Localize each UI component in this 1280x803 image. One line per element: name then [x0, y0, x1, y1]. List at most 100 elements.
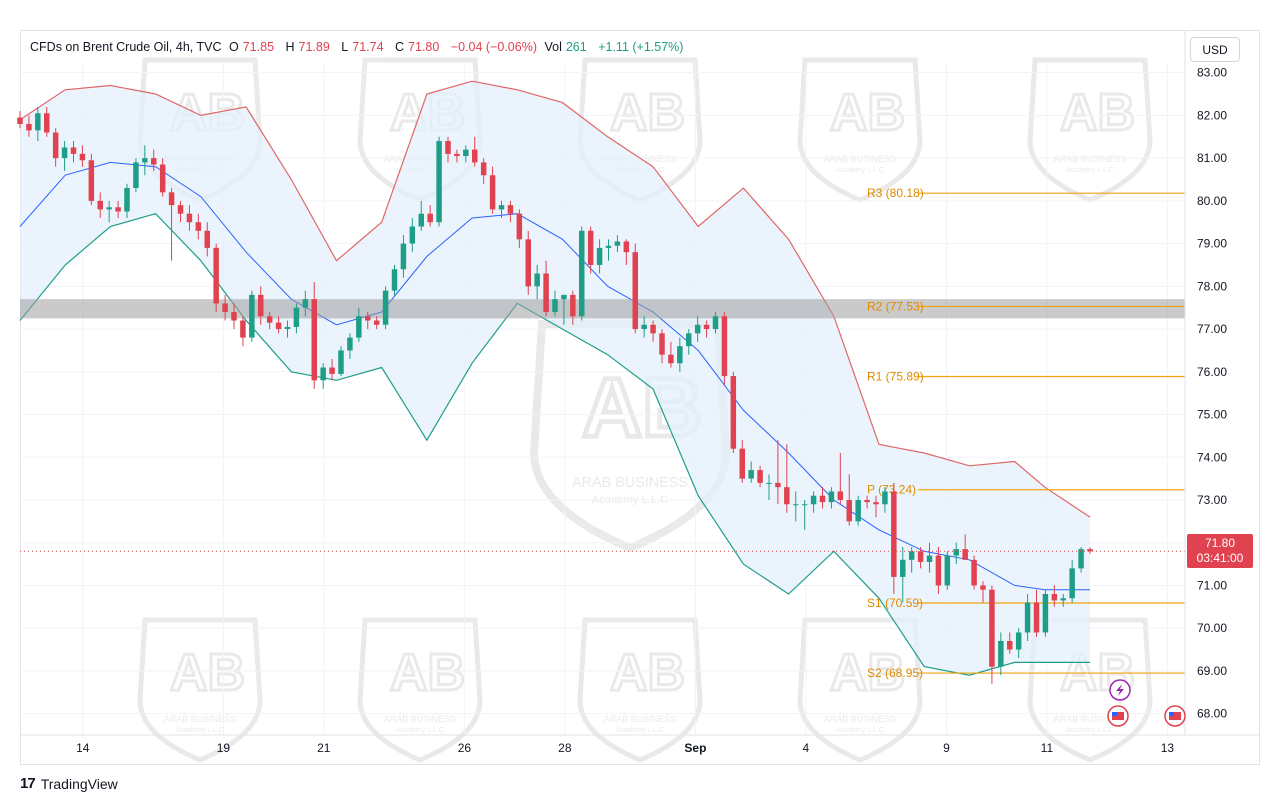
candle	[400, 235, 407, 278]
candle-body	[739, 448, 745, 479]
candle-body	[1024, 602, 1031, 633]
currency-button[interactable]: USD	[1190, 37, 1240, 62]
candle-body	[748, 470, 754, 479]
candle-body	[516, 213, 523, 240]
candle	[819, 487, 826, 509]
y-tick-label: 83.00	[1197, 66, 1227, 80]
candle-body	[1015, 632, 1022, 650]
price-chart[interactable]: AB ARAB BUSINESS Academy L.L.C AB ARAB BUSIN…	[0, 0, 1280, 770]
watermark-title: ARAB BUSINESS	[164, 714, 237, 724]
candle	[159, 158, 166, 197]
symbol-label[interactable]: CFDs on Brent Crude Oil, 4h, TVC	[30, 40, 222, 54]
candle-body	[605, 245, 612, 248]
watermark-subtitle: Academy L.L.C	[1066, 167, 1114, 174]
brand-name: TradingView	[40, 775, 118, 792]
candle-body	[801, 504, 808, 506]
candle	[579, 226, 585, 321]
candle-body	[266, 316, 273, 323]
watermark-shield-outline	[357, 617, 483, 763]
low-label: L	[341, 40, 349, 54]
candle-body	[106, 207, 112, 210]
watermark-shield-icon: AB ARAB BUSINESS Academy L.L.C	[137, 617, 263, 763]
chart-legend: CFDs on Brent Crude Oil, 4h, TVC O 71.85 …	[30, 40, 687, 54]
open-value: 71.85	[242, 40, 275, 54]
y-tick-label: 80.00	[1197, 194, 1227, 208]
candle-body	[873, 502, 879, 505]
candle-body	[311, 299, 317, 381]
candle	[1078, 546, 1084, 573]
time-axis: 14 19 21 26 28 Sep 4 9 11 13	[20, 734, 1260, 755]
candle-body	[900, 559, 906, 577]
candle-body	[1060, 598, 1066, 601]
candle	[908, 546, 915, 573]
tradingview-brand[interactable]: 17 TradingView	[20, 775, 118, 792]
candle	[186, 205, 193, 231]
candle-body	[989, 589, 995, 667]
tradingview-logo-icon: 17	[20, 775, 36, 792]
candle	[177, 200, 184, 223]
watermark-letters: AB	[610, 644, 685, 702]
candle	[61, 141, 68, 171]
candle-body	[614, 241, 621, 246]
candle	[962, 534, 968, 560]
watermark-shield-outline	[577, 617, 703, 763]
candle-body	[463, 149, 469, 157]
candle-body	[240, 320, 246, 338]
candle-body	[168, 192, 175, 206]
candle	[293, 303, 300, 334]
candle-body	[159, 164, 166, 193]
watermark-title: ARAB BUSINESS	[604, 714, 677, 724]
candle-body	[61, 147, 68, 159]
y-tick-label: 68.00	[1197, 707, 1227, 721]
candle-body	[971, 559, 977, 586]
candle-body	[917, 551, 924, 562]
y-tick-label: 79.00	[1197, 237, 1227, 251]
watermark-shield-icon: AB ARAB BUSINESS Academy L.L.C	[797, 57, 923, 203]
candle	[525, 230, 531, 295]
candle	[115, 200, 121, 218]
candle	[721, 311, 728, 385]
x-tick-label: 11	[1041, 741, 1054, 755]
candle	[88, 153, 95, 206]
candle	[793, 491, 799, 522]
candle	[427, 205, 433, 227]
lightning-event-icon	[1109, 679, 1131, 701]
candle	[917, 546, 924, 569]
flag-stripes	[1112, 712, 1124, 720]
candle	[284, 320, 291, 338]
candle-body	[472, 149, 478, 163]
candle-body	[400, 243, 407, 270]
pivot-label: S2 (68.95)	[867, 666, 923, 680]
candle	[204, 222, 210, 257]
watermark-title: ARAB BUSINESS	[1054, 714, 1127, 724]
candle-body	[908, 551, 915, 560]
candle-body	[935, 555, 942, 586]
candle	[828, 487, 835, 509]
candle-body	[498, 205, 505, 210]
candle	[980, 581, 986, 603]
candle-body	[686, 333, 692, 347]
candle	[882, 487, 888, 513]
resistance-zone	[20, 299, 1185, 319]
candle-body	[784, 487, 790, 505]
candle-body	[356, 316, 362, 338]
x-tick-label: 14	[76, 741, 90, 755]
candle	[748, 461, 754, 483]
candle	[614, 235, 621, 253]
candle	[240, 316, 246, 347]
candle	[891, 482, 897, 594]
candle-body	[284, 326, 291, 330]
candle	[249, 290, 255, 342]
watermark-shield-outline	[797, 617, 923, 763]
candle	[953, 542, 959, 565]
bar-countdown: 03:41:00	[1196, 551, 1244, 565]
watermark-letters: AB	[1060, 84, 1135, 142]
candle-body	[44, 113, 50, 133]
candle	[97, 192, 103, 218]
candle	[338, 346, 344, 377]
candle	[498, 200, 505, 218]
candle-body	[596, 247, 603, 265]
pivot-label: R2 (77.53)	[867, 299, 924, 313]
candle-body	[552, 299, 558, 312]
candle	[436, 136, 442, 227]
